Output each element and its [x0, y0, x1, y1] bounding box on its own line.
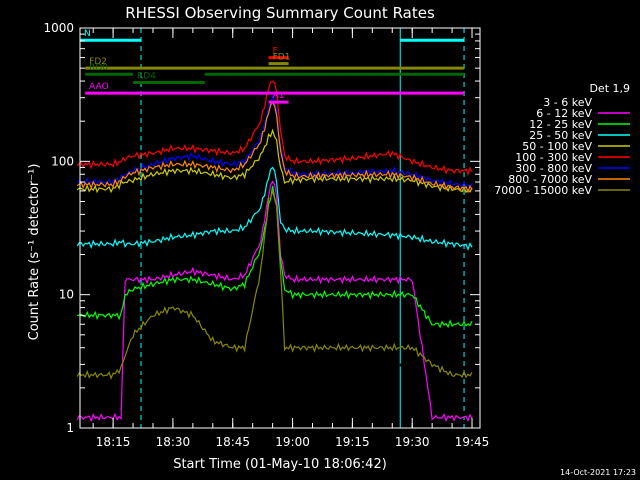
- flag-label-6: AAO: [89, 82, 109, 92]
- series-layer: [76, 80, 473, 423]
- legend-title: Det 1,9: [589, 82, 630, 95]
- plot-frame: [79, 27, 481, 429]
- flag-label-4: RD0: [89, 63, 108, 73]
- flag-label-1: F: [273, 47, 278, 57]
- x-tick-label-4: 19:15: [335, 435, 370, 449]
- y-axis-label: Count Rate (s⁻¹ detector⁻¹): [27, 164, 42, 341]
- flag-label-2: FD1: [273, 53, 291, 63]
- y-tick-label-2: 100: [51, 154, 74, 168]
- series-line-3: [76, 166, 473, 251]
- legend-label-8: 7000 - 15000 keV: [494, 184, 592, 197]
- y-tick-label-3: 1000: [43, 21, 74, 35]
- flag-label-0: N: [84, 29, 91, 39]
- series-line-5: [76, 80, 473, 176]
- axes-layer: 1 10 100 1000 18:15 18:30 18:45 19:00 19:15 19:30…: [43, 21, 489, 449]
- timestamp: 14-Oct-2021 17:23: [560, 468, 636, 477]
- x-tick-label-1: 18:30: [156, 435, 191, 449]
- series-line-8: [76, 188, 473, 380]
- flag-label-7: A1: [273, 91, 285, 101]
- series-line-7: [76, 101, 473, 194]
- legend-label-3: 25 - 50 keV: [529, 129, 592, 142]
- legend-label-0: 3 - 6 keV: [543, 96, 592, 109]
- flag-label-3: FD2: [89, 57, 107, 67]
- series-line-4: [76, 128, 473, 194]
- legend-label-2: 12 - 25 keV: [529, 118, 592, 131]
- legend-label-1: 6 - 12 keV: [536, 107, 592, 120]
- x-tick-label-5: 19:30: [395, 435, 430, 449]
- legend-label-4: 50 - 100 keV: [522, 140, 592, 153]
- x-axis-label: Start Time (01-May-10 18:06:42): [173, 457, 387, 472]
- legend-label-7: 800 - 7000 keV: [508, 173, 592, 186]
- legend-label-6: 300 - 800 keV: [515, 162, 592, 175]
- x-tick-label-6: 19:45: [455, 435, 490, 449]
- y-tick-label-0: 1: [66, 421, 74, 435]
- x-tick-label-2: 18:45: [215, 435, 250, 449]
- x-tick-label-0: 18:15: [96, 435, 131, 449]
- flag-label-5: RD4: [137, 72, 156, 82]
- series-line-2: [76, 185, 473, 329]
- x-tick-label-3: 19:00: [275, 435, 310, 449]
- legend-label-5: 100 - 300 keV: [515, 151, 592, 164]
- y-tick-label-1: 10: [59, 288, 74, 302]
- series-line-1: [76, 180, 473, 423]
- chart-title: RHESSI Observing Summary Count Rates: [125, 4, 435, 22]
